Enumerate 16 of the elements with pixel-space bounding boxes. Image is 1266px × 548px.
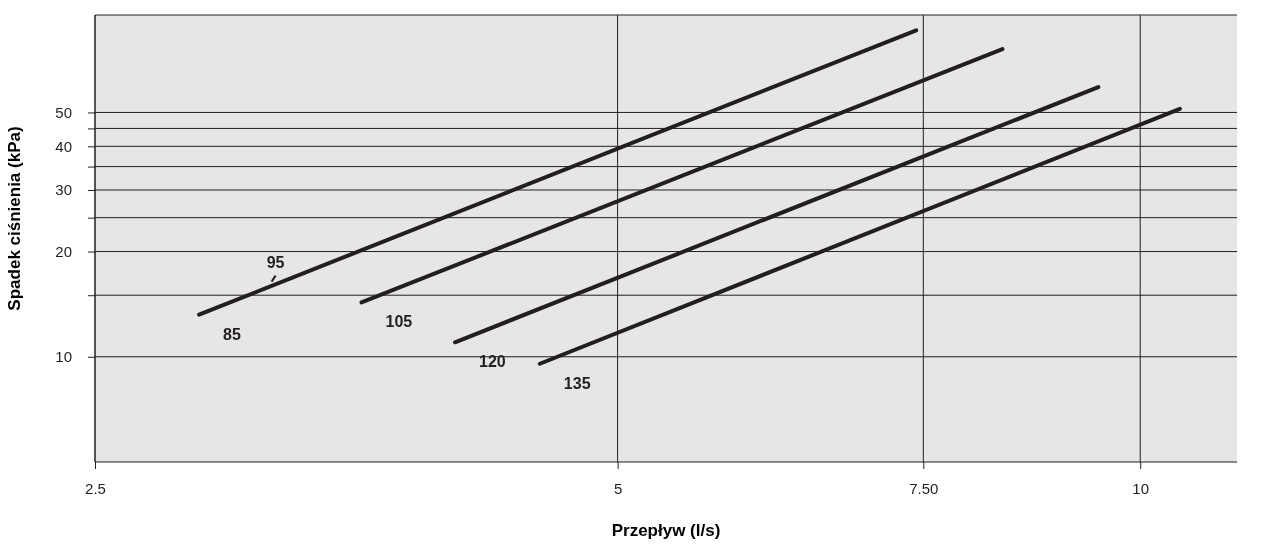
y-tick-label: 50 xyxy=(55,103,72,121)
y-tick-label: 30 xyxy=(55,181,72,199)
x-tick-label: 2.5 xyxy=(85,479,106,497)
y-axis-title: Spadek ciśnienia (kPa) xyxy=(5,126,24,311)
series-label: 135 xyxy=(563,374,591,392)
x-axis-title: Przepływ (l/s) xyxy=(611,521,721,540)
y-tick-label: 20 xyxy=(55,242,72,260)
y-tick-label: 40 xyxy=(55,137,72,155)
x-tick-label: 5 xyxy=(613,479,623,497)
series-label: 120 xyxy=(478,353,506,371)
x-tick-label: 10 xyxy=(1132,479,1150,497)
y-tick-label: 10 xyxy=(55,348,72,366)
x-tick-label: 7.50 xyxy=(909,479,939,497)
series-label: 105 xyxy=(385,313,413,331)
annotation: 95 xyxy=(266,253,285,271)
series-label: 85 xyxy=(223,325,241,343)
